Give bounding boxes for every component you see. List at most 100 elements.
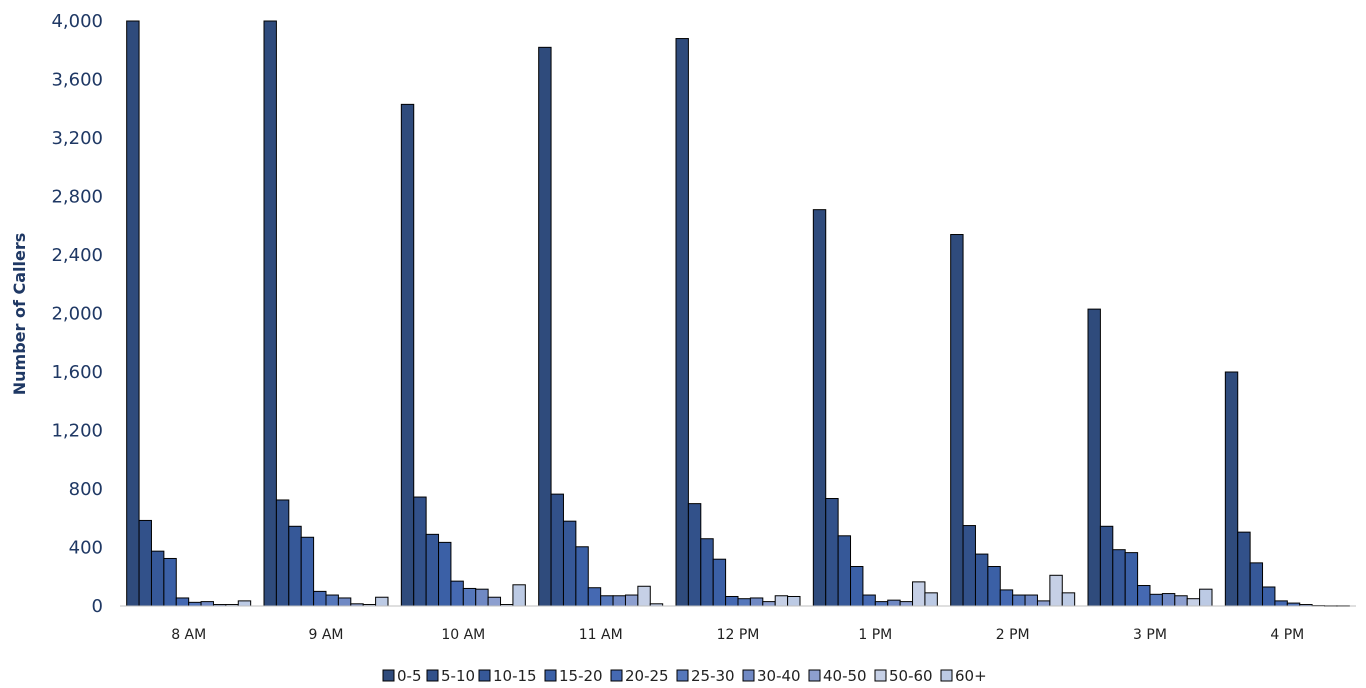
- y-axis-title-group: Number of Callers: [10, 233, 29, 396]
- bar-5-10-10-AM: [413, 496, 427, 607]
- legend-item: 15-20: [544, 667, 603, 685]
- legend-swatch: [808, 669, 821, 682]
- bar-25-30-12-PM: [737, 598, 751, 607]
- legend-label: 40-50: [823, 667, 867, 685]
- bar-5-10-2-PM: [962, 525, 976, 607]
- y-tick-label: 2,400: [51, 245, 103, 266]
- legend-label: 25-30: [691, 667, 735, 685]
- bar-20-25-11-AM: [587, 587, 602, 607]
- y-tick-label: 400: [69, 538, 103, 559]
- legend-swatch: [742, 669, 755, 682]
- bar-10-15-9-AM: [288, 525, 302, 607]
- bar-0-5-2-PM: [950, 234, 964, 607]
- bar-50-60-12-PM: [774, 595, 789, 607]
- bar-10-15-2-PM: [974, 553, 989, 607]
- x-tick-label: 4 PM: [1270, 627, 1304, 643]
- bar-20-25-3-PM: [1137, 585, 1151, 607]
- legend-label: 15-20: [559, 667, 603, 685]
- bars-group: [126, 20, 1350, 607]
- bar-0-5-3-PM: [1087, 308, 1101, 607]
- bar-40-50-2-PM: [1036, 600, 1051, 607]
- x-tick-label: 11 AM: [579, 627, 623, 643]
- bar-60+-8-AM: [237, 600, 252, 607]
- bar-20-25-10-AM: [450, 580, 464, 607]
- legend-swatch: [676, 669, 689, 682]
- bar-0-5-4-PM: [1224, 371, 1239, 607]
- bar-5-10-8-AM: [138, 519, 152, 607]
- legend-swatch: [610, 669, 623, 682]
- legend-item: 30-40: [742, 667, 801, 685]
- bar-50-60-11-AM: [637, 585, 651, 607]
- bar-30-40-9-AM: [337, 597, 352, 607]
- y-tick-label: 3,600: [51, 70, 103, 91]
- legend-label: 30-40: [757, 667, 801, 685]
- bar-40-50-11-AM: [624, 594, 639, 607]
- bar-40-50-3-PM: [1174, 595, 1188, 607]
- y-tick-label: 800: [69, 479, 103, 500]
- legend-label: 0-5: [397, 667, 422, 685]
- bar-15-20-4-PM: [1262, 586, 1276, 607]
- bar-5-10-3-PM: [1099, 525, 1114, 607]
- bar-20-25-1-PM: [862, 594, 876, 607]
- x-axis-labels: 8 AM 9 AM 10 AM 11 AM 12 PM 1 PM 2 PM 3 PM 4 PM: [171, 627, 1304, 643]
- bar-60+-10-AM: [512, 584, 526, 607]
- bar-5-10-11-AM: [550, 493, 564, 607]
- legend-item: 5-10: [426, 667, 475, 685]
- bar-15-20-1-PM: [850, 566, 864, 607]
- bar-10-15-3-PM: [1112, 549, 1126, 607]
- x-tick-label: 2 PM: [996, 627, 1030, 643]
- bar-30-40-2-PM: [1024, 594, 1038, 607]
- bar-5-10-1-PM: [825, 498, 839, 607]
- y-tick-label: 1,600: [51, 362, 103, 383]
- bar-10-15-8-AM: [150, 550, 165, 607]
- legend-item: 60+: [940, 667, 987, 685]
- bar-30-40-11-AM: [612, 595, 626, 607]
- legend-item: 0-5: [382, 667, 422, 685]
- bar-0-5-1-PM: [812, 209, 827, 607]
- bar-30-40-3-PM: [1161, 593, 1176, 607]
- bar-15-20-2-PM: [987, 566, 1001, 607]
- bar-15-20-8-AM: [163, 557, 177, 607]
- bar-10-15-12-PM: [700, 538, 714, 607]
- bar-60+-12-PM: [787, 595, 801, 607]
- bar-10-15-4-PM: [1249, 562, 1264, 607]
- bar-60+-2-PM: [1061, 592, 1076, 607]
- legend-item: 25-30: [676, 667, 735, 685]
- bar-60+-9-AM: [375, 596, 389, 607]
- bar-20-25-9-AM: [313, 590, 327, 607]
- bar-15-20-11-AM: [575, 546, 589, 607]
- legend-item: 40-50: [808, 667, 867, 685]
- bar-40-50-12-PM: [762, 601, 776, 607]
- bar-25-30-8-AM: [188, 601, 202, 607]
- bar-30-40-8-AM: [200, 601, 214, 607]
- bar-15-20-10-AM: [438, 541, 452, 607]
- bar-40-50-10-AM: [487, 596, 502, 607]
- bar-40-50-1-PM: [899, 601, 914, 607]
- bar-50-60-1-PM: [912, 581, 926, 607]
- bar-25-30-3-PM: [1149, 593, 1163, 607]
- legend-swatch: [874, 669, 887, 682]
- legend-label: 10-15: [493, 667, 537, 685]
- y-tick-label: 3,200: [51, 128, 103, 149]
- legend-label: 60+: [955, 667, 987, 685]
- bar-20-25-8-AM: [175, 597, 190, 607]
- bar-25-30-10-AM: [462, 587, 477, 607]
- y-tick-label: 1,200: [51, 421, 103, 442]
- bar-0-5-8-AM: [126, 20, 140, 607]
- bar-5-10-4-PM: [1237, 531, 1251, 607]
- bar-25-30-1-PM: [874, 601, 889, 607]
- y-tick-label: 0: [92, 596, 103, 617]
- bar-10-15-1-PM: [837, 535, 852, 607]
- legend-swatch: [478, 669, 491, 682]
- legend-item: 50-60: [874, 667, 933, 685]
- bar-20-25-12-PM: [725, 595, 739, 607]
- y-axis-title: Number of Callers: [10, 233, 29, 396]
- bar-10-15-10-AM: [425, 533, 440, 607]
- bar-25-30-9-AM: [325, 594, 339, 607]
- bar-60+-1-PM: [924, 592, 938, 607]
- y-tick-label: 2,000: [51, 304, 103, 325]
- bar-5-10-9-AM: [275, 499, 290, 607]
- bar-15-20-9-AM: [300, 536, 315, 607]
- legend: 0-5 5-10 10-15 15-20 20-25 25-30 30-40 40-50 50-…: [382, 667, 987, 685]
